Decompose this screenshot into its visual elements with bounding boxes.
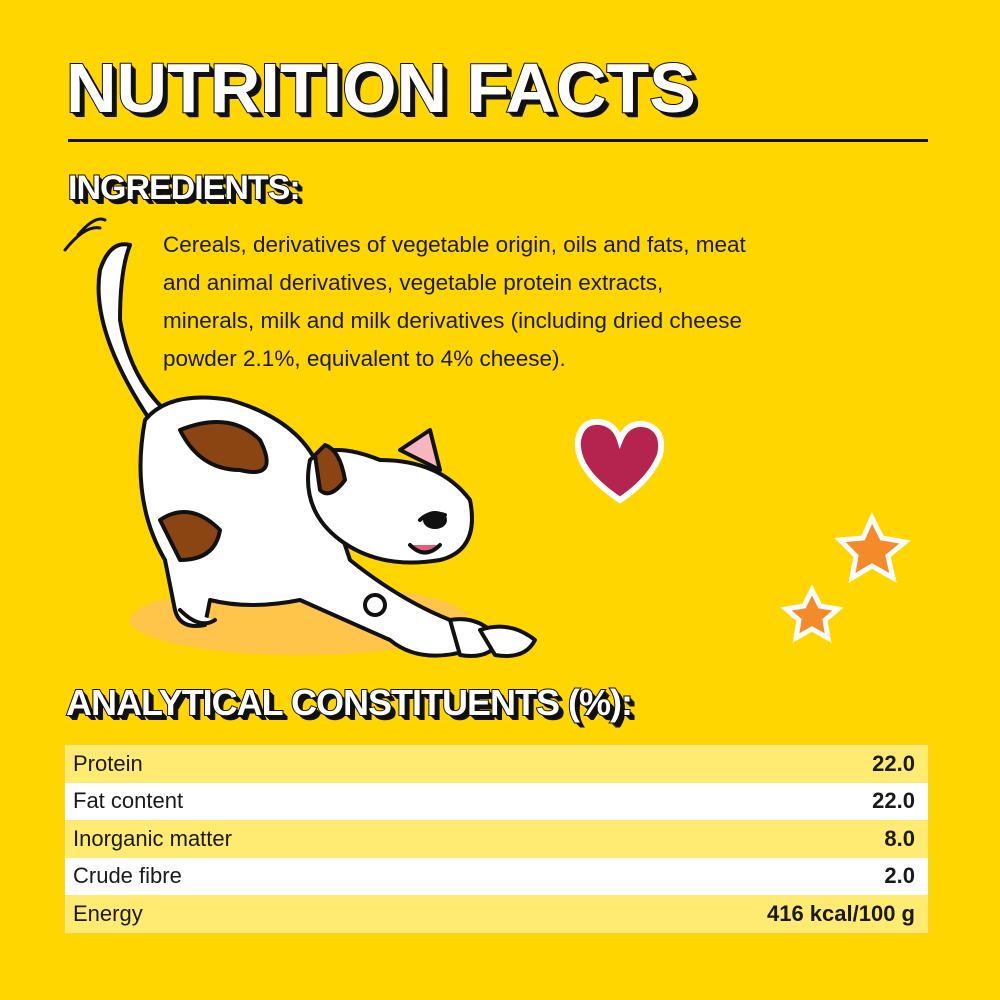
table-row: Crude fibre 2.0: [65, 857, 928, 895]
ingredients-line: Cereals, derivatives of vegetable origin…: [163, 232, 746, 257]
row-value: 416 kcal/100 g: [766, 900, 915, 926]
ingredients-line: minerals, milk and milk derivatives (inc…: [163, 308, 742, 333]
row-value: 22.0: [872, 750, 915, 776]
row-label: Crude fibre: [73, 863, 182, 889]
ingredients-line: powder 2.1%, equivalent to 4% cheese).: [163, 346, 566, 371]
divider: [68, 139, 928, 142]
star-icon: [780, 584, 844, 643]
page-title: NUTRITION FACTS: [65, 48, 697, 128]
constituents-table: Protein 22.0 Fat content 22.0 Inorganic ma…: [65, 745, 928, 933]
ingredients-heading: INGREDIENTS:: [67, 168, 302, 208]
row-value: 2.0: [884, 863, 915, 889]
ingredients-line: and animal derivatives, vegetable protei…: [163, 270, 664, 295]
table-row: Protein 22.0: [65, 745, 928, 783]
ingredients-text: Cereals, derivatives of vegetable origin…: [163, 226, 746, 378]
row-label: Energy: [73, 900, 143, 926]
row-value: 8.0: [884, 825, 915, 851]
analytical-heading: ANALYTICAL CONSTITUENTS (%):: [65, 681, 634, 724]
row-label: Inorganic matter: [73, 825, 232, 851]
table-row: Fat content 22.0: [65, 782, 928, 820]
heart-icon: [574, 418, 665, 504]
row-label: Fat content: [73, 788, 184, 814]
table-row: Energy 416 kcal/100 g: [65, 895, 928, 933]
row-label: Protein: [73, 750, 143, 776]
star-icon: [834, 512, 911, 583]
row-value: 22.0: [872, 788, 915, 814]
cat-illustration: [63, 217, 537, 658]
table-row: Inorganic matter 8.0: [65, 820, 928, 858]
